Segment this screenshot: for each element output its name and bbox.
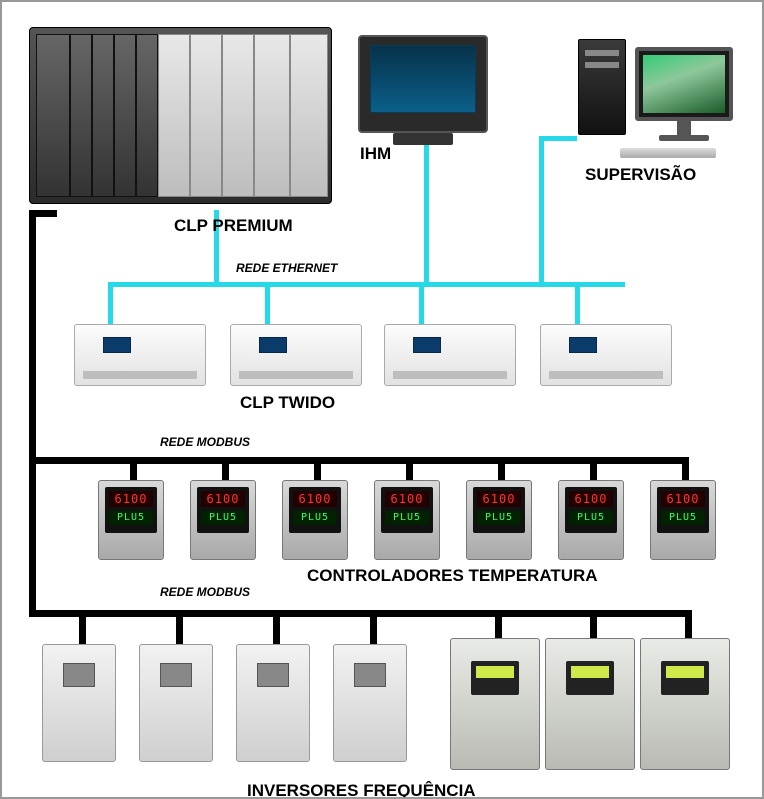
label-rede-ethernet: REDE ETHERNET: [236, 261, 337, 275]
inverter-small-1: [139, 644, 213, 762]
ethernet-drop-twido2: [419, 282, 424, 324]
diagram-canvas: 6100PLU5 6100PLU5 6100PLU5 6100PLU5 6100…: [0, 0, 764, 799]
ihm-panel: [358, 35, 488, 133]
pc-tower: [578, 39, 626, 135]
modbus-drop-t4: [498, 457, 505, 480]
temp-ctrl-2: 6100PLU5: [282, 480, 348, 560]
modbus-drop-t3: [406, 457, 413, 480]
modbus-drop-i2: [273, 610, 280, 644]
label-clp-twido: CLP TWIDO: [240, 393, 335, 413]
temp-ctrl-1: 6100PLU5: [190, 480, 256, 560]
label-supervisao: SUPERVISÃO: [585, 165, 696, 185]
inverter-large-0: [450, 638, 540, 770]
twido-2: [384, 324, 516, 386]
ethernet-drop-supervisao: [539, 136, 544, 282]
label-rede-modbus-inv: REDE MODBUS: [160, 585, 250, 599]
label-ctrl-temp: CONTROLADORES TEMPERATURA: [307, 566, 598, 586]
label-rede-modbus-temp: REDE MODBUS: [160, 435, 250, 449]
ethernet-bus: [108, 282, 625, 287]
clp-premium: [29, 27, 332, 204]
inverter-small-3: [333, 644, 407, 762]
inverter-small-2: [236, 644, 310, 762]
ethernet-drop-twido1: [265, 282, 270, 324]
twido-0: [74, 324, 206, 386]
modbus-drop-t1: [222, 457, 229, 480]
modbus-drop-t6: [682, 457, 689, 480]
temp-ctrl-6: 6100PLU5: [650, 480, 716, 560]
inverter-large-2: [640, 638, 730, 770]
ethernet-spur-supervisao: [539, 136, 577, 141]
label-clp-premium: CLP PREMIUM: [174, 216, 293, 236]
inverter-small-0: [42, 644, 116, 762]
twido-1: [230, 324, 362, 386]
modbus-drop-t5: [590, 457, 597, 480]
label-inv-freq: INVERSORES FREQUÊNCIA: [247, 781, 476, 799]
modbus-drop-i1: [176, 610, 183, 644]
ethernet-drop-ihm: [424, 138, 429, 282]
modbus-drop-i0: [79, 610, 86, 644]
modbus-drop-t2: [314, 457, 321, 480]
label-ihm: IHM: [360, 144, 391, 164]
temp-ctrl-4: 6100PLU5: [466, 480, 532, 560]
temp-ctrl-5: 6100PLU5: [558, 480, 624, 560]
modbus-trunk-top: [29, 210, 57, 217]
modbus-drop-i6: [685, 610, 692, 640]
twido-3: [540, 324, 672, 386]
modbus-drop-i3: [370, 610, 377, 644]
ethernet-drop-twido3: [575, 282, 580, 324]
modbus-trunk: [29, 210, 36, 617]
ethernet-drop-twido0: [108, 282, 113, 324]
modbus-drop-i4: [495, 610, 502, 640]
temp-ctrl-0: 6100PLU5: [98, 480, 164, 560]
temp-ctrl-3: 6100PLU5: [374, 480, 440, 560]
modbus-drop-t0: [130, 457, 137, 480]
inverter-large-1: [545, 638, 635, 770]
pc-keyboard: [620, 148, 716, 158]
pc-monitor: [635, 47, 733, 121]
modbus-drop-i5: [590, 610, 597, 640]
